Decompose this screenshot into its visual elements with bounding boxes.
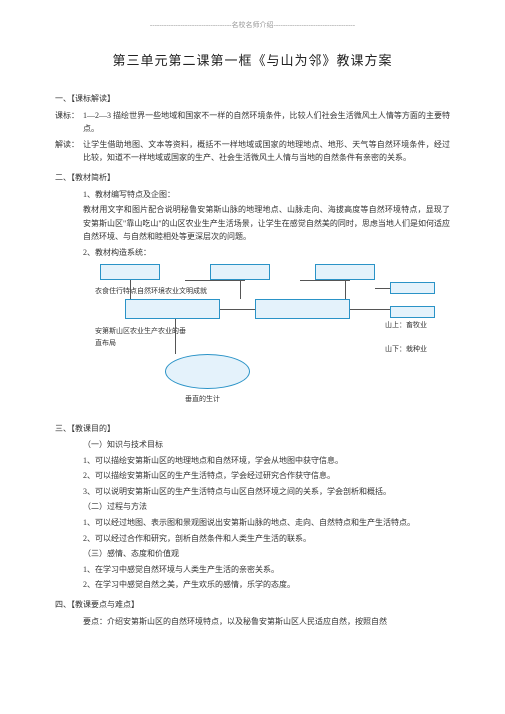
jiedu-text: 让学生借助地图、文本等资料，概括不一样地域或国家的地理地点、地形、天气等自然环境… xyxy=(83,138,450,165)
diagram-line xyxy=(240,280,241,299)
diagram-box xyxy=(255,299,350,319)
s3-i1: 1、可以描绘安第斯山区的地理地点和自然环境，学会从地图中获守信息。 xyxy=(55,454,450,468)
s3-i4: 1、可以经过地图、表示图和景观图说出安第斯山脉的地点、走向、自然特点和生产生活特… xyxy=(55,516,450,530)
s3-i3: 3、可以说明安第斯山区的生产生活特点与山区自然环境之间的关系，学会剖析和概括。 xyxy=(55,485,450,499)
s4-yaodian: 要点：介绍安第斯山区的自然环境特点，以及秘鲁安第斯山区人民适应自然，按照自然 xyxy=(55,615,450,629)
diagram-box xyxy=(210,264,270,280)
diagram-box xyxy=(125,299,220,319)
s3-i7: 2、在学习中感觉自然之美，产生欢乐的感情，乐学的态度。 xyxy=(55,578,450,592)
diagram-line xyxy=(175,319,176,354)
dash-left: ----------------------------------- xyxy=(150,21,232,29)
kebiao-text: 1—2—3 描绘世界一些地域和国家不一样的自然环境条件，比较人们社会生活微风土人… xyxy=(83,109,450,136)
diagram-label-row: 衣食住行特点自然环境农业文明成就 xyxy=(95,286,207,298)
header-label: 名校名师介绍 xyxy=(232,21,274,29)
kebiao-row: 课标： 1—2—3 描绘世界一些地域和国家不一样的自然环境条件，比较人们社会生活… xyxy=(55,109,450,136)
s3-sub2: （二）过程与方法 xyxy=(55,500,450,514)
diagram-line xyxy=(220,309,255,310)
diagram-label-bottomL2: 直布局 xyxy=(95,338,116,350)
diagram-box xyxy=(315,264,375,280)
diagram-line xyxy=(185,280,245,281)
s2-sub2: 2、教材构造系统： xyxy=(55,246,450,260)
diagram-box xyxy=(390,306,435,318)
diagram-label-bottomL1: 安第斯山区农业生产农业的垂 xyxy=(95,326,186,338)
s3-sub1: （一）知识与技术目标 xyxy=(55,438,450,452)
s3-i2: 2、可以描绘安第斯山区的生产生活特点，学会经过研究合作获守信息。 xyxy=(55,469,450,483)
diagram-line xyxy=(350,309,390,310)
diagram-label-oval: 垂直的生计 xyxy=(185,394,220,406)
s2-para1: 教材用文字和图片配合说明秘鲁安第斯山脉的地理地点、山脉走向、海拔高度等自然环境特… xyxy=(55,203,450,244)
jiedu-label: 解读： xyxy=(55,138,83,165)
diagram-line xyxy=(300,280,350,281)
diagram-line xyxy=(375,288,390,289)
page-title: 第三单元第二课第一框《与山为邻》教课方案 xyxy=(55,50,450,72)
diagram-box xyxy=(100,264,160,280)
diagram-line xyxy=(345,280,346,299)
diagram-box xyxy=(390,282,435,294)
s3-i5: 2、可以经过合作和研究，剖析自然条件和人类生产生活的联系。 xyxy=(55,532,450,546)
section-3-heading: 三、【教课目的】 xyxy=(55,422,450,436)
page-header: -----------------------------------名校名师介… xyxy=(55,20,450,32)
jiedu-row: 解读： 让学生借助地图、文本等资料，概括不一样地域或国家的地理地点、地形、天气等… xyxy=(55,138,450,165)
section-1-heading: 一、【课标解读】 xyxy=(55,92,450,106)
dash-right: ----------------------------------- xyxy=(274,21,356,29)
diagram-label-right-top: 山上：畜牧业 xyxy=(385,320,427,332)
diagram-label-right-bot: 山下：栽种业 xyxy=(385,344,427,356)
diagram-line xyxy=(130,280,131,299)
structure-diagram: 衣食住行特点自然环境农业文明成就 山上：畜牧业 山下：栽种业 安第斯山区农业生产… xyxy=(55,264,450,414)
s2-sub1: 1、教材编写特点及企图： xyxy=(55,188,450,202)
s3-sub3: （三）感情、态度和价值观 xyxy=(55,547,450,561)
section-4-heading: 四、【教课要点与难点】 xyxy=(55,598,450,612)
section-2-heading: 二、【教材简析】 xyxy=(55,171,450,185)
diagram-oval xyxy=(165,354,250,389)
kebiao-label: 课标： xyxy=(55,109,83,136)
s3-i6: 1、在学习中感觉自然环境与人类生产生活的亲密关系。 xyxy=(55,563,450,577)
